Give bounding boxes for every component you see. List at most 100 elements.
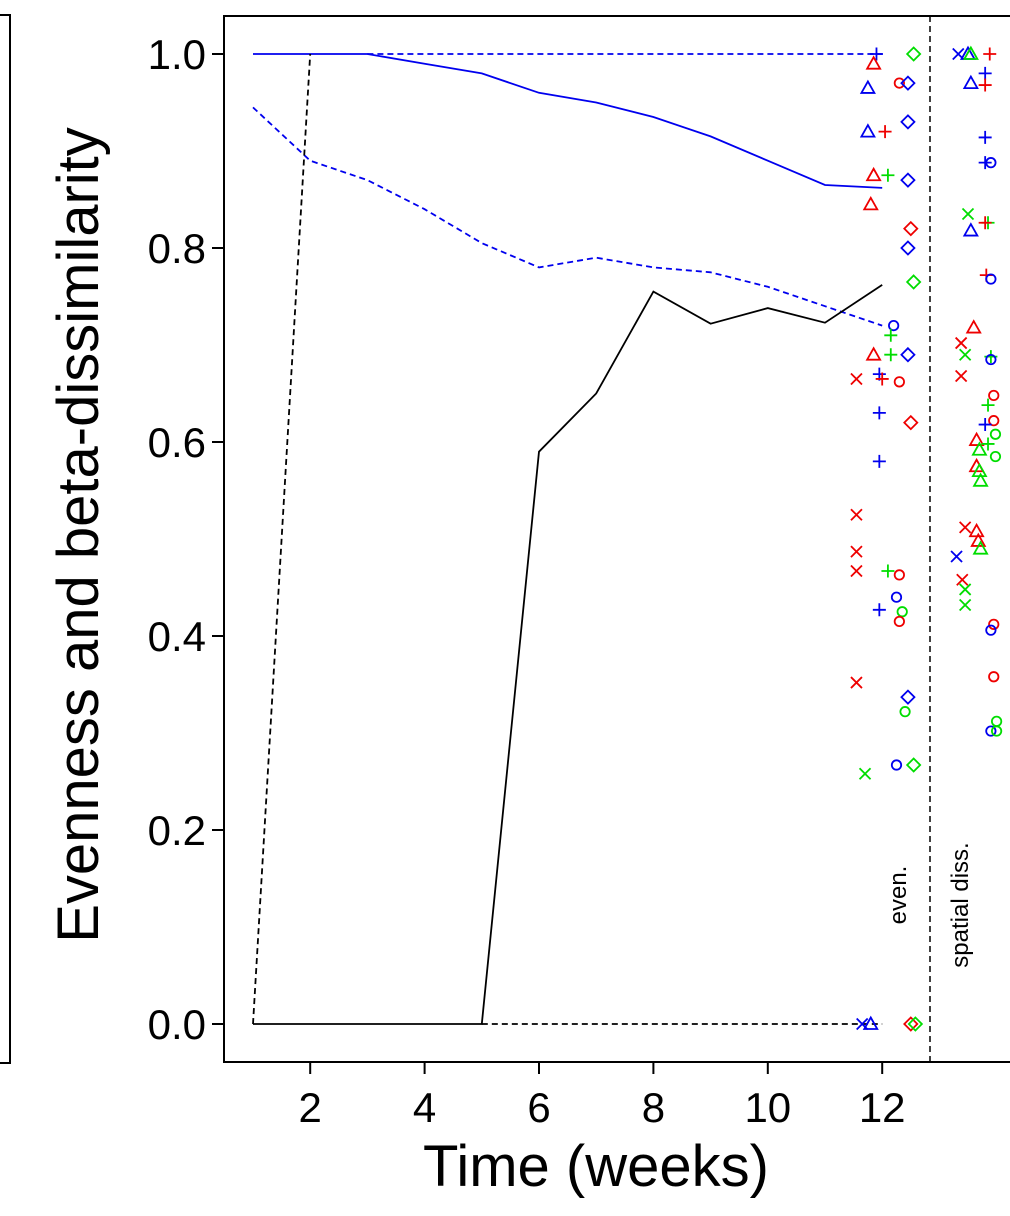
- scatter-point-diamond-21: [900, 346, 916, 363]
- scatter-point-cross-22: [850, 372, 863, 386]
- scatter-point-diamond-46: [903, 1016, 919, 1032]
- series-line-1: [253, 53, 883, 189]
- scatter-point-diamond-2: [905, 46, 922, 62]
- y-tick-label: 1.0: [148, 31, 206, 78]
- scatter-point-plus-32: [881, 564, 895, 578]
- scatter-point-triangle-64: [965, 319, 982, 334]
- scatter-point-plus-76: [981, 437, 995, 451]
- scatter-point-circle-37: [893, 615, 905, 628]
- y-tick-label: 0.6: [148, 419, 206, 466]
- scatter-point-triangle-8: [859, 123, 876, 138]
- scatter-point-circle-57: [985, 157, 997, 169]
- scatter-point-plus-55: [978, 130, 992, 144]
- scatter-point-cross-87: [956, 573, 969, 586]
- scatter-point-cross-38: [850, 676, 863, 689]
- scatter-point-circle-93: [990, 715, 1003, 727]
- scatter-point-cross-29: [850, 508, 863, 521]
- scatter-point-triangle-59: [962, 222, 979, 237]
- scatter-point-triangle-19: [865, 346, 882, 361]
- scatter-point-circle-4: [893, 77, 905, 89]
- scatter-point-diamond-16: [905, 274, 922, 290]
- scatter-point-triangle-10: [865, 166, 882, 182]
- scatter-point-diamond-5: [900, 75, 916, 91]
- scatter-point-diamond-14: [903, 220, 919, 237]
- scatter-point-plus-54: [978, 78, 992, 92]
- y-tick-label: 0.4: [148, 613, 206, 660]
- scatter-point-diamond-15: [900, 240, 916, 256]
- scatter-point-cross-86: [950, 550, 963, 563]
- scatter-points: [850, 45, 1003, 1032]
- scatter-point-triangle-75: [968, 431, 985, 446]
- plot-area: [223, 15, 1010, 1063]
- scatter-point-plus-56: [978, 156, 992, 170]
- scatter-point-circle-91: [985, 624, 997, 636]
- scatter-point-triangle-85: [972, 540, 989, 555]
- scatter-point-triangle-83: [968, 522, 985, 538]
- scatter-point-cross-66: [959, 348, 972, 361]
- scatter-point-triangle-3: [865, 55, 882, 70]
- scatter-point-diamond-47: [907, 1016, 924, 1032]
- scatter-point-circle-94: [985, 725, 997, 737]
- x-axis-label: Time (weeks): [423, 1134, 769, 1199]
- y-tick-label: 0.8: [148, 225, 206, 272]
- axes: 0.0 0.2 0.4 0.6 0.8 1.0 2 4 6 8 10 12: [148, 31, 906, 1131]
- scatter-point-cross-30: [850, 545, 863, 558]
- y-tick-label: 0.2: [148, 807, 206, 854]
- scatter-point-circle-25: [893, 376, 905, 388]
- scatter-point-circle-78: [989, 450, 1002, 463]
- scatter-point-diamond-27: [903, 414, 919, 431]
- y-tick-label: 0.0: [148, 1001, 206, 1048]
- scatter-point-cross-65: [954, 336, 968, 350]
- scatter-point-plus-52: [978, 66, 992, 80]
- scatter-point-plus-73: [978, 418, 992, 432]
- scatter-point-cross-89: [959, 598, 972, 612]
- series-line-5: [252, 53, 312, 1025]
- scatter-point-plus-61: [978, 216, 992, 230]
- scatter-point-circle-41: [890, 759, 903, 771]
- neighbor-panel-edge: [0, 14, 11, 1064]
- scatter-point-circle-34: [890, 591, 903, 603]
- scatter-point-circle-95: [990, 725, 1003, 737]
- x-tick-label: 4: [413, 1084, 436, 1131]
- panel-label-evenness: even.: [885, 866, 912, 925]
- scatter-point-circle-92: [988, 671, 1000, 683]
- scatter-point-plus-11: [881, 168, 895, 182]
- scatter-point-diamond-12: [900, 172, 916, 188]
- scatter-point-plus-35: [872, 603, 886, 617]
- x-tick-label: 10: [744, 1084, 791, 1131]
- scatter-point-circle-70: [988, 389, 1000, 402]
- scatter-point-triangle-45: [862, 1015, 879, 1030]
- scatter-point-cross-31: [850, 564, 863, 578]
- scatter-point-circle-40: [899, 706, 911, 718]
- scatter-point-plus-24: [875, 372, 889, 386]
- x-tick-label: 12: [859, 1084, 906, 1131]
- series-lines: [252, 53, 883, 1025]
- scatter-point-cross-58: [961, 207, 975, 221]
- scatter-point-circle-63: [985, 273, 997, 285]
- scatter-point-circle-33: [893, 569, 905, 581]
- scatter-point-cross-82: [959, 521, 972, 534]
- scatter-point-plus-9: [878, 125, 892, 139]
- scatter-point-diamond-39: [900, 689, 916, 705]
- scatter-point-plus-28: [872, 454, 886, 468]
- scatter-point-circle-17: [888, 319, 900, 332]
- scatter-point-triangle-53: [962, 74, 979, 89]
- series-line-2: [252, 106, 883, 327]
- scatter-point-plus-18: [884, 328, 898, 342]
- scatter-point-circle-72: [988, 415, 1000, 427]
- scatter-point-triangle-13: [862, 196, 879, 211]
- x-tick-label: 6: [527, 1084, 550, 1131]
- scatter-point-plus-20: [884, 348, 898, 362]
- scatter-point-plus-71: [981, 398, 995, 412]
- scatter-point-triangle-6: [859, 79, 876, 94]
- series-line-4: [253, 284, 883, 1025]
- scatter-point-cross-69: [954, 369, 968, 383]
- scatter-point-diamond-7: [900, 114, 916, 130]
- scatter-point-plus-26: [872, 406, 886, 420]
- scatter-point-triangle-77: [971, 441, 988, 456]
- x-tick-label: 2: [299, 1084, 322, 1131]
- x-tick-label: 8: [642, 1084, 665, 1131]
- y-axis-label: Evenness and beta-dissimilarity: [46, 127, 111, 943]
- scatter-point-circle-74: [989, 428, 1002, 440]
